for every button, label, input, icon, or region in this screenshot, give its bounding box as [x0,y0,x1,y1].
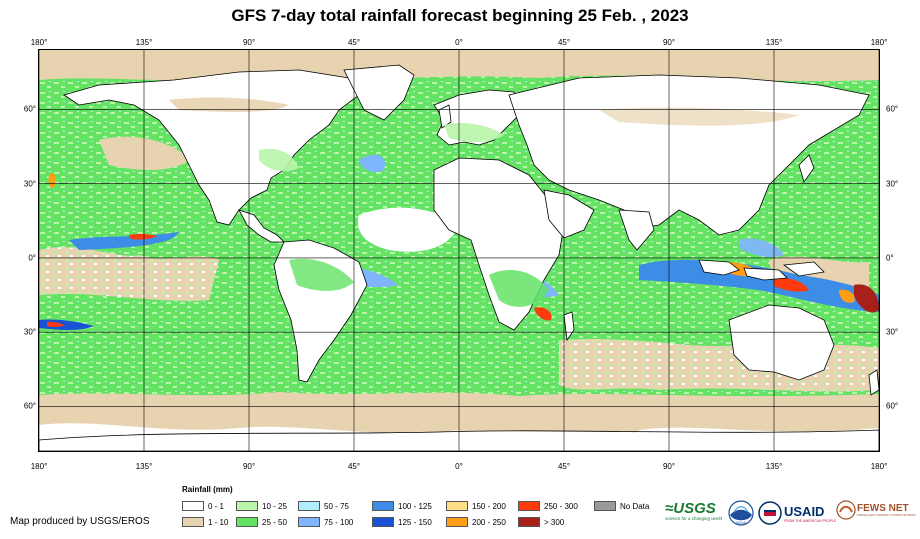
lat-tick-label-left: 0° [28,253,36,263]
lat-tick-label-right: 0° [886,253,894,263]
lat-tick-label-left: 60° [23,401,36,411]
noaa-logo: NOAA [728,500,754,531]
legend-item: > 300 [518,517,564,527]
australia [728,304,835,381]
fews-net-logo: FEWS NET FAMINE EARLY WARNING SYSTEMS NE… [836,500,916,520]
legend-label: 25 - 50 [262,517,287,527]
lon-tick-label-bottom: 135° [135,462,153,471]
legend-swatch [518,501,540,511]
legend-swatch [518,517,540,527]
arabia [543,189,595,239]
lat-tick-label-right: 60° [886,104,899,114]
legend-item: 25 - 50 [236,517,287,527]
lon-tick-label-top: 180° [30,38,48,47]
legend-label: 125 - 150 [398,517,432,527]
lon-tick-label-bottom: 180° [870,462,888,471]
legend-label: 100 - 125 [398,501,432,511]
legend-label: 75 - 100 [324,517,354,527]
legend-swatch [446,517,468,527]
legend-item: 250 - 300 [518,501,578,511]
legend-swatch [182,517,204,527]
lon-tick-label-top: 45° [347,38,361,47]
svg-text:NOAA: NOAA [736,521,747,525]
legend-swatch [236,501,258,511]
usaid-logo: USAID FROM THE AMERICAN PEOPLE [758,501,836,525]
legend-item: 200 - 250 [446,517,506,527]
legend-item: 0 - 1 [182,501,224,511]
lon-tick-label-bottom: 45° [347,462,361,471]
legend-item: 125 - 150 [372,517,432,527]
greenland [343,64,415,121]
legend-item: 50 - 75 [298,501,349,511]
legend-item: 100 - 125 [372,501,432,511]
lat-tick-label-right: 30° [886,327,899,337]
india [618,209,655,251]
land-rain [169,97,799,307]
new-zealand [868,369,879,396]
lon-tick-label-bottom: 90° [242,462,256,471]
madagascar [563,311,575,342]
legend-label: > 300 [544,517,565,527]
lon-tick-label-top: 0° [455,38,463,47]
lon-tick-label-top: 45° [557,38,571,47]
legend-label: 0 - 1 [208,501,225,511]
lon-tick-label-top: 135° [765,38,783,47]
legend-swatch [298,501,320,511]
lon-tick-label-top: 135° [135,38,153,47]
legend-label: 50 - 75 [324,501,349,511]
rainfall-map [38,49,880,452]
lon-tick-label-bottom: 180° [30,462,48,471]
legend-label: 10 - 25 [262,501,287,511]
legend-swatch [372,517,394,527]
map-title: GFS 7-day total rainfall forecast beginn… [231,6,689,25]
legend-item: 1 - 10 [182,517,228,527]
legend-swatch [298,517,320,527]
legend-swatch [182,501,204,511]
usgs-logo: ≈USGS science for a changing world [665,500,723,521]
lat-tick-label-left: 30° [23,179,36,189]
legend-swatch [236,517,258,527]
lon-tick-label-bottom: 0° [455,462,463,471]
lon-tick-label-bottom: 90° [662,462,676,471]
legend-swatch [372,501,394,511]
legend-item: 150 - 200 [446,501,506,511]
legend-label: No Data [620,501,650,511]
lat-tick-label-right: 30° [886,179,899,189]
lon-tick-label-top: 90° [662,38,676,47]
lon-tick-label-top: 180° [870,38,888,47]
legend-item: 10 - 25 [236,501,287,511]
graticule-lines [39,50,879,451]
lat-tick-label-left: 30° [23,327,36,337]
lon-tick-label-bottom: 45° [557,462,571,471]
legend-label: 1 - 10 [208,517,229,527]
japan [798,154,815,183]
lon-tick-label-bottom: 135° [765,462,783,471]
legend-swatch [446,501,468,511]
legend-label: 250 - 300 [544,501,578,511]
uk [438,104,452,129]
lat-tick-label-left: 60° [23,104,36,114]
lon-tick-label-top: 90° [242,38,256,47]
legend-item: 75 - 100 [298,517,353,527]
legend-swatch [594,501,616,511]
legend-label: 150 - 200 [472,501,506,511]
credit-text: Map produced by USGS/EROS [10,516,150,527]
indonesia [698,259,825,281]
legend-item: No Data [594,501,649,511]
legend-label: 200 - 250 [472,517,506,527]
legend-title: Rainfall (mm) [182,485,233,494]
lat-tick-label-right: 60° [886,401,899,411]
